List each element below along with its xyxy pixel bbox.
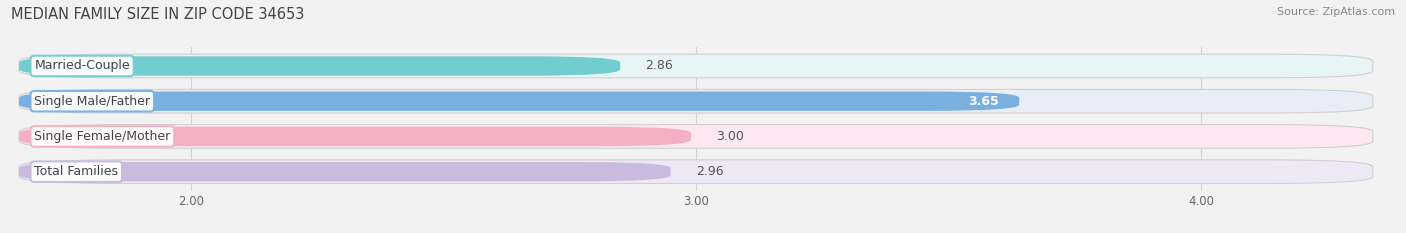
Text: Total Families: Total Families <box>34 165 118 178</box>
Text: 3.00: 3.00 <box>716 130 744 143</box>
FancyBboxPatch shape <box>20 160 1372 183</box>
Text: Single Male/Father: Single Male/Father <box>34 95 150 108</box>
Text: 2.86: 2.86 <box>645 59 673 72</box>
Text: Source: ZipAtlas.com: Source: ZipAtlas.com <box>1277 7 1395 17</box>
Text: 2.96: 2.96 <box>696 165 724 178</box>
FancyBboxPatch shape <box>20 54 1372 78</box>
FancyBboxPatch shape <box>20 162 671 181</box>
FancyBboxPatch shape <box>20 125 1372 148</box>
FancyBboxPatch shape <box>20 127 690 146</box>
Text: MEDIAN FAMILY SIZE IN ZIP CODE 34653: MEDIAN FAMILY SIZE IN ZIP CODE 34653 <box>11 7 305 22</box>
FancyBboxPatch shape <box>20 89 1372 113</box>
FancyBboxPatch shape <box>20 92 1019 111</box>
Text: Married-Couple: Married-Couple <box>34 59 129 72</box>
FancyBboxPatch shape <box>20 56 620 76</box>
Text: 3.65: 3.65 <box>969 95 1000 108</box>
Text: Single Female/Mother: Single Female/Mother <box>34 130 170 143</box>
